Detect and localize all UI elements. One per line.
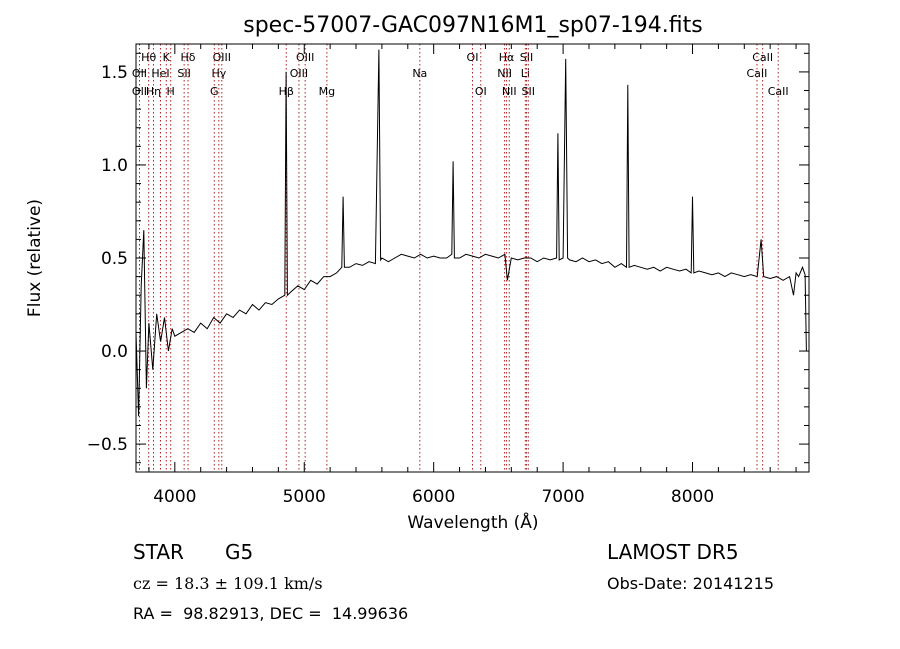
- x-tick-label: 4000: [153, 487, 196, 507]
- line-marker-label: SII: [177, 67, 190, 80]
- line-marker-label: SII: [522, 85, 535, 98]
- y-tick-label: 1.5: [101, 63, 128, 83]
- line-marker-label: H: [167, 85, 175, 98]
- line-marker-label: CaII: [768, 85, 789, 98]
- line-marker-label: Hγ: [211, 67, 226, 80]
- x-axis-label: Wavelength (Å): [407, 511, 538, 533]
- chart-title: spec-57007-GAC097N16M1_sp07-194.fits: [243, 13, 703, 38]
- line-marker-label: OI: [467, 51, 479, 64]
- y-tick-label: −0.5: [87, 435, 128, 455]
- observation-date: Obs-Date: 20141215: [607, 574, 775, 593]
- x-tick-label: 8000: [671, 487, 714, 507]
- line-marker-label: G: [210, 85, 219, 98]
- line-marker-label: Hα: [499, 51, 515, 64]
- y-tick-label: 1.0: [101, 156, 128, 176]
- line-marker-label: OIII: [213, 51, 231, 64]
- line-marker-label: Hη: [146, 85, 161, 98]
- survey-name: LAMOST DR5: [607, 540, 739, 564]
- spectrum-series-line: [135, 49, 807, 417]
- series-layer: [135, 49, 807, 417]
- line-marker-label: OI: [475, 85, 487, 98]
- y-tick-label: 0.5: [101, 249, 128, 269]
- line-marker-label: Mg: [319, 85, 335, 98]
- line-marker-label: Li: [521, 67, 530, 80]
- line-marker-label: OIII: [290, 67, 308, 80]
- object-class: STAR: [133, 540, 184, 564]
- y-axis-label: Flux (relative): [25, 199, 45, 317]
- line-marker-label: HeI: [151, 67, 169, 80]
- x-tick-label: 6000: [412, 487, 455, 507]
- line-marker-label: CaII: [747, 67, 768, 80]
- object-subclass: G5: [225, 540, 254, 564]
- line-marker-label: CaII: [752, 51, 773, 64]
- x-ticks: 4000 5000 6000 7000 8000: [148, 44, 797, 507]
- line-marker-label: Na: [412, 67, 427, 80]
- line-marker-label: OIII: [296, 51, 314, 64]
- line-marker-label: NII: [497, 67, 512, 80]
- redshift-velocity: cz = 18.3 ± 109.1 km/s: [133, 574, 323, 593]
- x-tick-label: 7000: [541, 487, 584, 507]
- x-tick-label: 5000: [283, 487, 326, 507]
- y-tick-label: 0.0: [101, 342, 128, 362]
- line-marker-label: OII: [132, 85, 147, 98]
- coordinates: RA = 98.82913, DEC = 14.99636: [133, 604, 409, 623]
- y-ticks: −0.5 0.0 0.5 1.0 1.5: [87, 52, 809, 464]
- line-marker-label: Hθ: [141, 51, 156, 64]
- line-marker-label: K: [163, 51, 171, 64]
- line-marker-label: NII: [502, 85, 517, 98]
- line-marker-label: SII: [520, 51, 533, 64]
- line-marker-label: Hδ: [181, 51, 196, 64]
